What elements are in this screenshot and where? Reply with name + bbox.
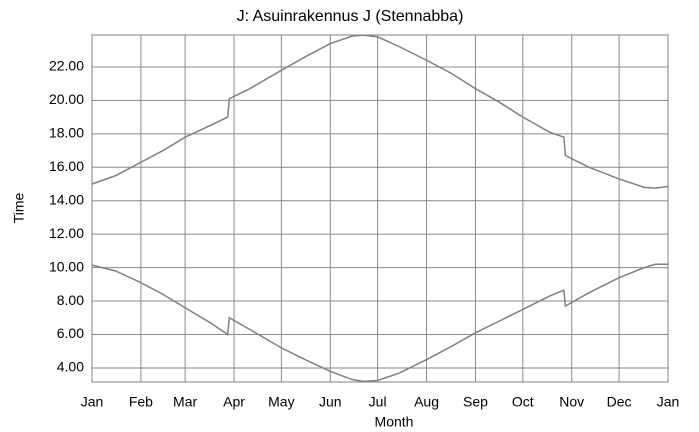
x-tick-label: Sep [463, 394, 488, 410]
chart-title: J: Asuinrakennus J (Stennabba) [237, 8, 464, 25]
x-tick-label: Mar [173, 394, 197, 410]
plot-frame [91, 34, 669, 383]
y-tick-label: 16.00 [49, 158, 84, 174]
x-tick-label: Apr [223, 394, 245, 410]
x-tick-label: Feb [129, 394, 153, 410]
y-axis-label: Time [11, 192, 27, 223]
y-tick-label: 6.00 [57, 325, 84, 341]
series-line [91, 34, 669, 189]
y-tick-label: 20.00 [49, 91, 84, 107]
x-tick-label: Jan [657, 394, 680, 410]
y-tick-label: 12.00 [49, 225, 84, 241]
y-tick-label: 8.00 [57, 292, 84, 308]
y-tick-label: 4.00 [57, 359, 84, 375]
x-tick-label: Aug [414, 394, 439, 410]
x-tick-label: Jan [81, 394, 104, 410]
y-tick-label: 22.00 [49, 58, 84, 74]
y-tick-label: 10.00 [49, 258, 84, 274]
x-tick-label: May [268, 394, 294, 410]
x-tick-label: Jun [319, 394, 342, 410]
y-tick-label: 14.00 [49, 191, 84, 207]
x-tick-label: Nov [559, 394, 584, 410]
series-line [91, 263, 668, 383]
x-axis-label: Month [375, 414, 414, 430]
x-tick-label: Dec [607, 394, 632, 410]
x-tick-label: Jul [369, 394, 387, 410]
x-tick-label: Oct [512, 394, 534, 410]
y-tick-label: 18.00 [49, 125, 84, 141]
